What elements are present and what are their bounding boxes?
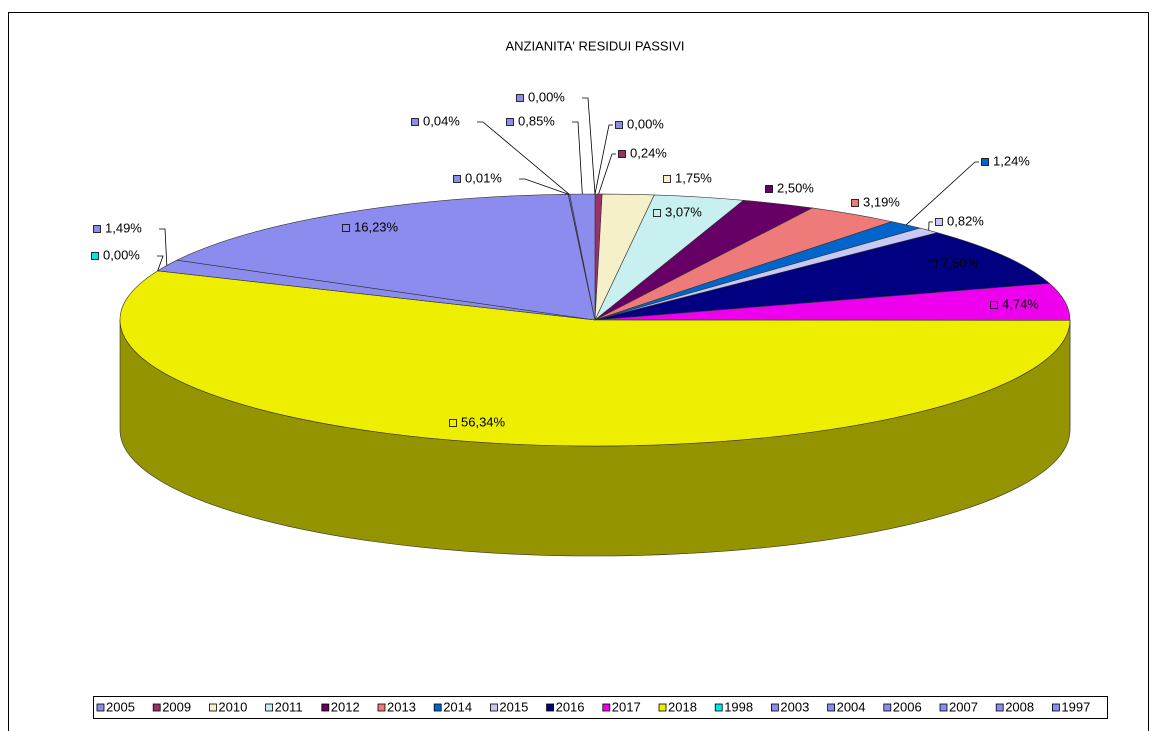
data-label: 0,00% bbox=[528, 89, 565, 104]
label-marker bbox=[411, 118, 419, 126]
legend-swatch bbox=[714, 703, 723, 712]
data-label: 0,00% bbox=[627, 116, 664, 131]
data-label: 0,82% bbox=[947, 213, 984, 228]
label-marker bbox=[506, 118, 514, 126]
legend-label: 2014 bbox=[443, 699, 472, 714]
legend-swatch bbox=[377, 703, 386, 712]
label-marker bbox=[653, 209, 661, 217]
legend-swatch bbox=[883, 703, 892, 712]
legend-label: 2003 bbox=[780, 699, 809, 714]
leader-line bbox=[594, 124, 613, 195]
label-marker bbox=[91, 252, 99, 260]
legend-label: 2009 bbox=[162, 699, 191, 714]
legend-swatch bbox=[771, 703, 779, 712]
legend-label: 2008 bbox=[1005, 699, 1034, 714]
data-label: 0,01% bbox=[465, 170, 502, 185]
label-marker bbox=[453, 175, 461, 183]
data-label: 4,74% bbox=[1002, 296, 1039, 311]
data-label: 1,24% bbox=[993, 153, 1030, 168]
data-label: 0,85% bbox=[518, 113, 555, 128]
leader-line bbox=[905, 161, 979, 226]
legend-label: 2010 bbox=[218, 699, 247, 714]
leader-line bbox=[477, 121, 570, 195]
label-marker bbox=[929, 260, 937, 268]
legend-swatch bbox=[939, 703, 948, 712]
legend-label: 2016 bbox=[556, 699, 585, 714]
pie-slice bbox=[175, 193, 596, 321]
label-marker bbox=[935, 218, 943, 226]
label-marker bbox=[618, 150, 626, 158]
chart-title: ANZIANITA' RESIDUI PASSIVI bbox=[506, 38, 685, 53]
label-marker bbox=[93, 225, 101, 233]
legend-label: 2005 bbox=[106, 699, 135, 714]
data-label: 3,07% bbox=[665, 204, 702, 219]
leader-line bbox=[519, 178, 569, 195]
legend-label: 2007 bbox=[949, 699, 978, 714]
pie-slice bbox=[119, 270, 1071, 447]
label-marker bbox=[765, 185, 773, 193]
data-label: 0,04% bbox=[423, 113, 460, 128]
legend-label: 2018 bbox=[668, 699, 697, 714]
label-marker bbox=[990, 301, 998, 309]
legend-swatch bbox=[433, 703, 442, 712]
leader-line bbox=[159, 228, 168, 266]
legend-swatch bbox=[489, 703, 498, 712]
legend-swatch bbox=[602, 703, 611, 712]
legend-swatch bbox=[265, 703, 274, 712]
legend-label: 2006 bbox=[893, 699, 922, 714]
pie-slice bbox=[594, 232, 1051, 321]
leader-line bbox=[157, 255, 164, 271]
leader-line bbox=[572, 121, 583, 195]
data-label: 3,19% bbox=[863, 194, 900, 209]
legend-label: 2004 bbox=[837, 699, 866, 714]
legend-swatch bbox=[96, 703, 105, 712]
legend-box bbox=[93, 696, 1108, 719]
legend-swatch bbox=[658, 703, 667, 712]
data-label: 0,00% bbox=[103, 247, 140, 262]
leader-line bbox=[928, 221, 933, 231]
leader-line bbox=[598, 153, 616, 195]
legend-swatch bbox=[152, 703, 161, 712]
data-label: 1,75% bbox=[675, 170, 712, 185]
legend-label: 2015 bbox=[499, 699, 528, 714]
data-label: 0,24% bbox=[630, 145, 667, 160]
legend-swatch bbox=[827, 703, 835, 712]
label-marker bbox=[615, 121, 623, 129]
legend-swatch bbox=[321, 703, 330, 712]
label-marker bbox=[851, 199, 859, 207]
legend-label: 2011 bbox=[275, 699, 303, 714]
legend-label: 1997 bbox=[1061, 699, 1090, 714]
legend-label: 2013 bbox=[387, 699, 416, 714]
label-marker bbox=[663, 175, 671, 183]
legend-label: 2012 bbox=[331, 699, 360, 714]
label-marker bbox=[981, 158, 989, 166]
legend-swatch bbox=[546, 703, 554, 712]
data-label: 56,34% bbox=[461, 414, 506, 429]
legend-swatch bbox=[1052, 703, 1060, 712]
legend-label: 2017 bbox=[612, 699, 641, 714]
legend-swatch bbox=[208, 703, 217, 712]
data-label: 16,23% bbox=[354, 219, 399, 234]
legend-swatch bbox=[995, 703, 1004, 712]
data-label: 1,49% bbox=[105, 220, 142, 235]
data-label: 2,50% bbox=[777, 180, 814, 195]
data-label: 7,50% bbox=[941, 255, 978, 270]
label-marker bbox=[449, 419, 457, 427]
label-marker bbox=[342, 224, 350, 232]
leader-line bbox=[582, 97, 596, 195]
label-marker bbox=[516, 94, 524, 102]
legend-label: 1998 bbox=[724, 699, 753, 714]
